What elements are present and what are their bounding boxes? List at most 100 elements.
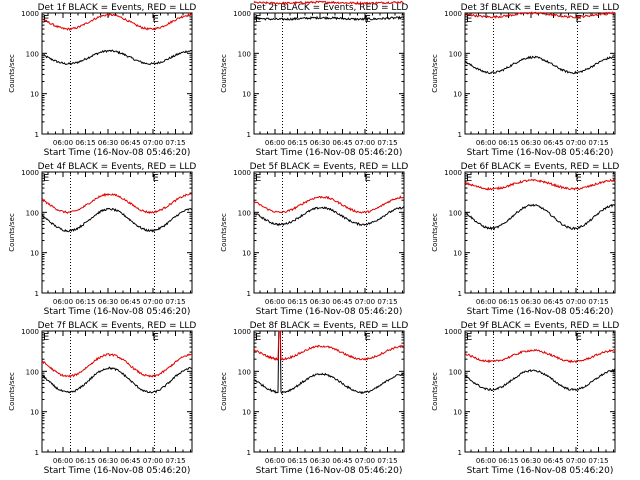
series-line-events bbox=[41, 207, 193, 233]
chart-panel: Det 3f BLACK = Events, RED = LLD 1 10 100 10… bbox=[431, 3, 619, 158]
x-tick-label: 07:00 bbox=[566, 298, 586, 306]
x-tick-label: 07:15 bbox=[588, 457, 608, 465]
x-tick-label: 07:15 bbox=[377, 139, 397, 147]
chart-panel: Det 2f BLACK = Events, RED = LLD 1 10 100 10… bbox=[220, 0, 408, 158]
y-axis-label: Counts/sec bbox=[431, 372, 439, 411]
y-tick-label: 1000 bbox=[21, 169, 39, 177]
x-axis-label: Start Time (16-Nov-08 05:46:20) bbox=[44, 466, 191, 476]
chart-panel: Det 4f BLACK = Events, RED = LLD 1 10 100 10… bbox=[8, 162, 196, 317]
x-tick-label: 06:30 bbox=[98, 298, 118, 306]
x-axis-label: Start Time (16-Nov-08 05:46:20) bbox=[467, 148, 614, 158]
x-tick-label: 06:15 bbox=[75, 457, 95, 465]
x-tick-label: 06:00 bbox=[476, 139, 496, 147]
event-marker: E bbox=[466, 332, 472, 343]
x-axis-label: Start Time (16-Nov-08 05:46:20) bbox=[467, 307, 614, 317]
y-tick-label: 1 bbox=[458, 290, 462, 298]
y-tick-label: 10 bbox=[242, 91, 251, 99]
event-marker: E bbox=[576, 173, 582, 184]
x-tick-label: 06:45 bbox=[543, 298, 563, 306]
plot-frame bbox=[41, 330, 193, 453]
y-tick-label: 100 bbox=[449, 368, 462, 376]
x-tick-label: 06:30 bbox=[310, 457, 330, 465]
series-line-lld bbox=[464, 178, 616, 191]
event-marker: E bbox=[153, 14, 159, 25]
x-tick-label: 06:45 bbox=[332, 457, 352, 465]
x-tick-label: 07:00 bbox=[566, 139, 586, 147]
plot-frame bbox=[464, 171, 616, 294]
y-tick-label: 1000 bbox=[233, 10, 251, 18]
y-tick-label: 1 bbox=[35, 290, 39, 298]
x-tick-label: 07:00 bbox=[143, 457, 163, 465]
event-marker: E bbox=[153, 332, 159, 343]
x-tick-label: 06:45 bbox=[120, 457, 140, 465]
y-tick-label: 100 bbox=[26, 368, 39, 376]
plot-frame bbox=[253, 330, 405, 453]
y-tick-label: 1000 bbox=[444, 10, 462, 18]
plot-frame bbox=[253, 12, 405, 135]
chart-title: Det 9f BLACK = Events, RED = LLD bbox=[461, 321, 620, 331]
x-tick-label: 06:00 bbox=[265, 139, 285, 147]
event-marker: E bbox=[365, 332, 371, 343]
x-tick-label: 07:15 bbox=[588, 298, 608, 306]
chart-title: Det 6f BLACK = Events, RED = LLD bbox=[461, 162, 620, 172]
x-tick-label: 07:00 bbox=[355, 139, 375, 147]
event-marker: E bbox=[43, 173, 49, 184]
y-tick-label: 10 bbox=[242, 409, 251, 417]
x-tick-label: 06:30 bbox=[521, 457, 541, 465]
event-marker: E bbox=[576, 14, 582, 25]
x-tick-label: 07:15 bbox=[165, 139, 185, 147]
y-axis-label: Counts/sec bbox=[8, 54, 16, 93]
x-tick-label: 06:30 bbox=[310, 298, 330, 306]
x-tick-label: 06:30 bbox=[521, 139, 541, 147]
y-tick-label: 100 bbox=[238, 368, 251, 376]
y-tick-label: 100 bbox=[238, 50, 251, 58]
x-tick-label: 06:15 bbox=[287, 457, 307, 465]
x-tick-label: 06:45 bbox=[332, 139, 352, 147]
chart-title: Det 7f BLACK = Events, RED = LLD bbox=[38, 321, 197, 331]
y-axis-label: Counts/sec bbox=[431, 213, 439, 252]
x-tick-label: 07:00 bbox=[566, 457, 586, 465]
x-tick-label: 06:15 bbox=[75, 139, 95, 147]
y-tick-label: 1 bbox=[458, 449, 462, 457]
plot-frame bbox=[253, 171, 405, 294]
event-marker: E bbox=[43, 14, 49, 25]
y-tick-label: 1 bbox=[247, 131, 251, 139]
x-tick-label: 06:15 bbox=[287, 298, 307, 306]
x-tick-label: 06:30 bbox=[98, 139, 118, 147]
chart-panel: Det 7f BLACK = Events, RED = LLD 1 10 100 10… bbox=[8, 321, 196, 476]
y-tick-label: 10 bbox=[453, 91, 462, 99]
event-marker: E bbox=[255, 173, 261, 184]
x-tick-label: 07:15 bbox=[165, 457, 185, 465]
y-tick-label: 100 bbox=[449, 50, 462, 58]
series-line-events bbox=[253, 206, 405, 227]
y-tick-label: 100 bbox=[449, 209, 462, 217]
series-line-lld bbox=[41, 192, 193, 215]
event-marker: E bbox=[576, 332, 582, 343]
x-axis-label: Start Time (16-Nov-08 05:46:20) bbox=[256, 148, 403, 158]
series-line-events bbox=[41, 49, 193, 66]
series-line-lld bbox=[253, 0, 405, 6]
y-tick-label: 10 bbox=[453, 250, 462, 258]
series-line-lld bbox=[253, 195, 405, 214]
series-line-events bbox=[253, 330, 405, 395]
event-marker: E bbox=[43, 332, 49, 343]
x-tick-label: 06:00 bbox=[476, 457, 496, 465]
y-tick-label: 100 bbox=[26, 50, 39, 58]
series-line-events bbox=[253, 15, 405, 22]
x-tick-label: 07:00 bbox=[355, 298, 375, 306]
event-marker: E bbox=[466, 14, 472, 25]
series-line-lld bbox=[41, 13, 193, 32]
plot-frame bbox=[464, 330, 616, 453]
x-tick-label: 06:00 bbox=[53, 298, 73, 306]
y-tick-label: 1000 bbox=[233, 328, 251, 336]
x-tick-label: 06:30 bbox=[310, 139, 330, 147]
x-tick-label: 07:00 bbox=[143, 298, 163, 306]
chart-title: Det 4f BLACK = Events, RED = LLD bbox=[38, 162, 197, 172]
chart-title: Det 3f BLACK = Events, RED = LLD bbox=[461, 3, 620, 13]
x-tick-label: 07:00 bbox=[143, 139, 163, 147]
x-axis-label: Start Time (16-Nov-08 05:46:20) bbox=[256, 307, 403, 317]
y-axis-label: Counts/sec bbox=[431, 54, 439, 93]
y-tick-label: 1000 bbox=[444, 169, 462, 177]
event-marker: E bbox=[466, 173, 472, 184]
